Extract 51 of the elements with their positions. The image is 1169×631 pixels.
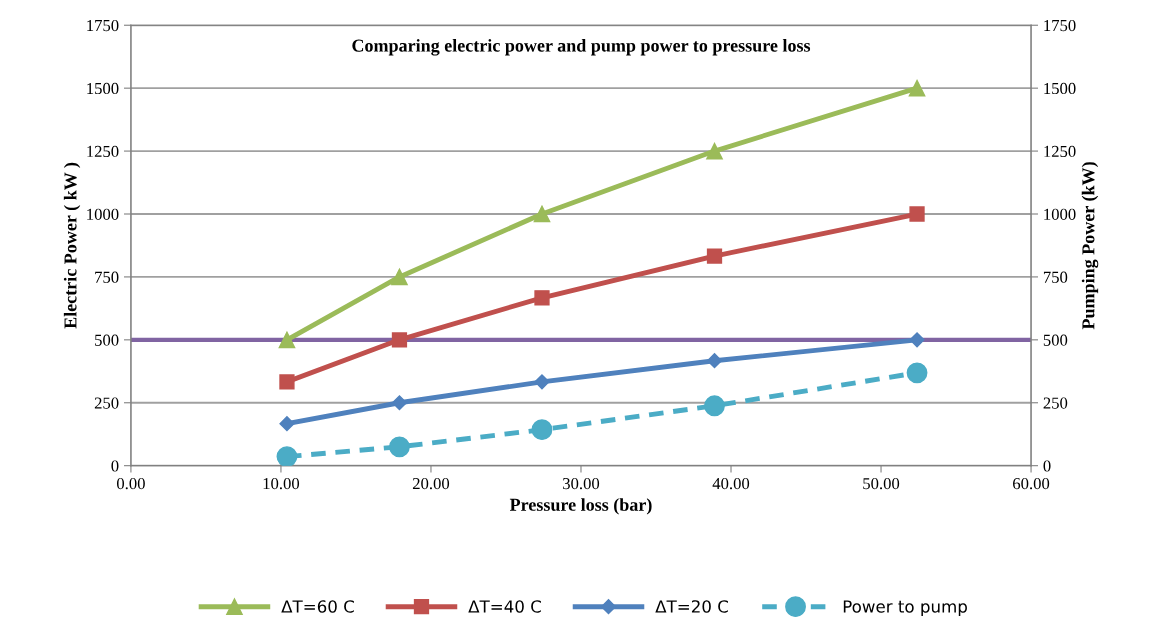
y2-tick-label: 750 <box>1043 271 1068 283</box>
x-axis-title: Pressure loss (bar) <box>509 498 652 515</box>
y-tick-label: 250 <box>94 397 119 409</box>
y-tick-label: 1000 <box>87 208 119 220</box>
y-tick-label: 1250 <box>87 145 119 158</box>
point <box>279 416 295 432</box>
y-tick-label: 1750 <box>87 19 119 32</box>
x-tick-label: 0.00 <box>116 477 145 490</box>
x-tick-label: 50.00 <box>863 477 900 490</box>
x-tick-label: 60.00 <box>1013 477 1050 490</box>
point <box>389 436 410 458</box>
y-tick-label: 1500 <box>87 82 119 95</box>
y2-tick-label: 250 <box>1043 397 1068 409</box>
point <box>706 142 723 160</box>
y-tick-label: 0 <box>111 460 119 472</box>
point <box>278 331 296 349</box>
point <box>704 395 725 417</box>
legend-label: Power to pump <box>843 600 967 616</box>
point <box>706 248 723 264</box>
x-tick-label: 10.00 <box>263 477 300 490</box>
y2-tick-label: 1500 <box>1044 82 1076 95</box>
point <box>908 79 926 97</box>
y-tick-label: 500 <box>95 334 119 346</box>
y-axis-title: Electric Power ( kW ) <box>63 162 81 329</box>
y2-tick-label: 1000 <box>1044 208 1076 220</box>
point <box>533 205 551 223</box>
legend-label: ΔT=60 C <box>281 600 354 613</box>
y2-tick-label: 500 <box>1043 334 1068 346</box>
point <box>534 374 550 390</box>
y2-tick-label: 0 <box>1043 460 1051 472</box>
point <box>391 395 408 411</box>
point <box>906 362 928 384</box>
x-tick-label: 30.00 <box>563 477 600 490</box>
point <box>909 206 925 222</box>
point <box>531 419 553 441</box>
text: Comparing electric power and pump power to pressure loss <box>352 39 811 56</box>
y2-axis-title: Pumping Power (kW) <box>1081 162 1099 330</box>
x-tick-label: 40.00 <box>712 477 750 490</box>
point <box>276 446 298 466</box>
point <box>909 332 925 348</box>
y-tick-label: 750 <box>95 271 119 283</box>
y2-tick-label: 1250 <box>1044 145 1076 158</box>
point <box>391 268 408 286</box>
x-tick-label: 20.00 <box>412 477 450 490</box>
point <box>706 353 723 369</box>
y2-tick-label: 1750 <box>1044 19 1076 32</box>
legend-label: ΔT=20 C <box>655 600 728 613</box>
point <box>534 290 550 306</box>
point <box>391 332 408 348</box>
point <box>279 374 295 390</box>
legend-label: ΔT=40 C <box>468 600 541 613</box>
